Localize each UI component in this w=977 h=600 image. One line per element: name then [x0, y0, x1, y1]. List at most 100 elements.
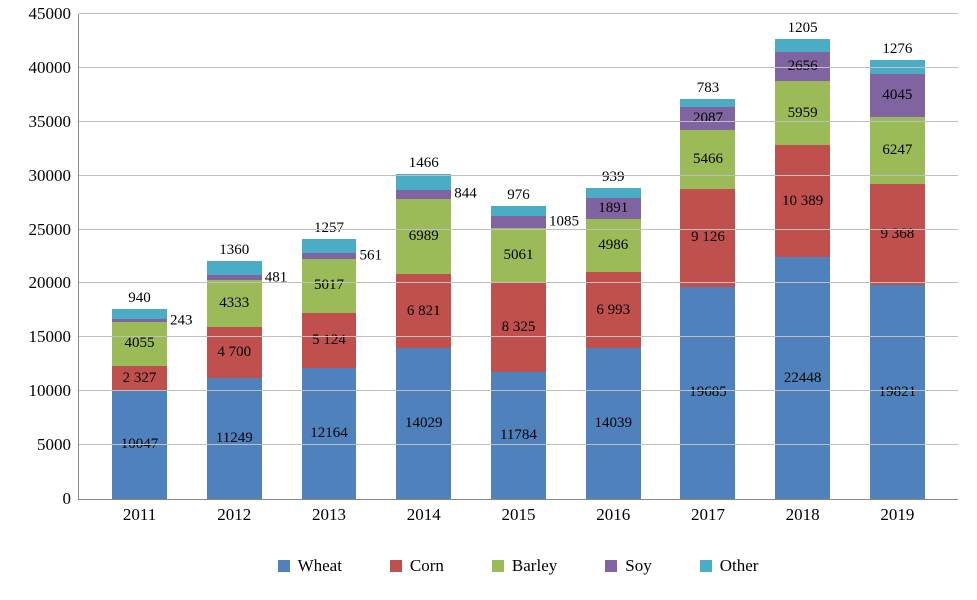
bar-segment-barley: 5017 [302, 259, 357, 313]
stacked-bar-chart: 100472 32740552439402011112494 700433348… [0, 0, 977, 600]
bar-segment-label: 14039 [594, 415, 632, 432]
bar-segment-label: 939 [602, 169, 625, 188]
bar: 2244810 389595926561205 [775, 39, 830, 499]
bar-segment-corn: 5 124 [302, 313, 357, 368]
y-tick-label: 15000 [29, 327, 80, 347]
y-tick-label: 45000 [29, 4, 80, 24]
bar-segment-label: 4055 [125, 335, 155, 352]
bar-slot: 121645 124501756112572013 [282, 14, 377, 499]
bar-segment-label: 11784 [500, 427, 537, 444]
bar-segment-label: 5061 [503, 247, 533, 264]
bar-segment-label: 6 993 [596, 302, 630, 319]
x-tick-label: 2013 [312, 499, 346, 525]
bar-segment-other: 1360 [207, 261, 262, 276]
bar-segment-other: 940 [112, 309, 167, 319]
y-tick-label: 35000 [29, 112, 80, 132]
legend-label: Corn [410, 556, 444, 576]
y-tick-label: 25000 [29, 220, 80, 240]
bar-slot: 112494 700433348113602012 [187, 14, 282, 499]
bar-segment-label: 1891 [598, 200, 628, 217]
bar-segment-other: 1205 [775, 39, 830, 52]
bar-segment-corn: 10 389 [775, 145, 830, 257]
bar-segment-barley: 4055 [112, 322, 167, 366]
gridline [79, 444, 958, 445]
bar-segment-soy: 4045 [870, 74, 925, 118]
bar-segment-label: 5017 [314, 277, 344, 294]
bar-segment-label: 5466 [693, 151, 723, 168]
y-tick-label: 40000 [29, 58, 80, 78]
bar-segment-label: 940 [128, 290, 151, 309]
bar-segment-label: 1276 [882, 41, 912, 60]
x-tick-label: 2011 [123, 499, 156, 525]
bar-segment-barley: 4333 [207, 280, 262, 327]
bar-segment-wheat: 19685 [680, 287, 735, 499]
bar-segment-label: 1205 [788, 20, 818, 39]
x-tick-label: 2018 [786, 499, 820, 525]
bar-slot: 117848 325506110859762015 [471, 14, 566, 499]
bar-segment-label: 5 124 [312, 332, 346, 349]
bar-segment-other: 1466 [396, 174, 451, 190]
bar: 121645 12450175611257 [302, 239, 357, 499]
bar-segment-label: 19685 [689, 384, 727, 401]
bar-segment-barley: 5466 [680, 130, 735, 189]
y-tick-label: 5000 [37, 435, 79, 455]
legend-label: Other [720, 556, 759, 576]
bar-segment-label: 976 [507, 187, 530, 206]
bar-slot: 140396 993498618919392016 [566, 14, 661, 499]
legend-swatch [390, 560, 402, 572]
bar-segment-wheat: 19821 [870, 285, 925, 499]
bar-segment-wheat: 11249 [207, 378, 262, 499]
bar: 112494 70043334811360 [207, 261, 262, 499]
bar-segment-label: 2087 [693, 110, 723, 127]
gridline [79, 336, 958, 337]
x-tick-label: 2019 [880, 499, 914, 525]
legend-swatch [605, 560, 617, 572]
bar-segment-label: 4045 [882, 87, 912, 104]
bars-container: 100472 32740552439402011112494 700433348… [79, 14, 958, 499]
bar-slot: 100472 32740552439402011 [92, 14, 187, 499]
bar-segment-soy: 561 [302, 253, 357, 259]
gridline [79, 67, 958, 68]
bar: 140396 99349861891939 [586, 188, 641, 499]
y-tick-label: 20000 [29, 273, 80, 293]
gridline [79, 282, 958, 283]
y-tick-label: 0 [63, 489, 80, 509]
bar-segment-soy: 1085 [491, 216, 546, 228]
bar-segment-label: 8 325 [502, 319, 536, 336]
legend-swatch [492, 560, 504, 572]
bar-segment-corn: 8 325 [491, 282, 546, 372]
bar-segment-corn: 9 126 [680, 189, 735, 287]
legend-item-soy: Soy [605, 556, 651, 576]
x-tick-label: 2012 [217, 499, 251, 525]
bar-segment-soy: 243 [112, 319, 167, 322]
y-tick-label: 10000 [29, 381, 80, 401]
bar-segment-label: 1360 [219, 242, 249, 261]
legend-item-other: Other [700, 556, 759, 576]
bar-segment-label: 22448 [784, 370, 822, 387]
bar-segment-label: 14029 [405, 415, 443, 432]
gridline [79, 229, 958, 230]
bar-segment-other: 783 [680, 99, 735, 107]
bar-segment-barley: 6989 [396, 199, 451, 274]
bar-segment-label: 783 [697, 80, 720, 99]
bar-segment-wheat: 12164 [302, 368, 357, 499]
legend-label: Barley [512, 556, 557, 576]
bar: 100472 3274055243940 [112, 309, 167, 499]
legend-label: Wheat [298, 556, 342, 576]
gridline [79, 121, 958, 122]
legend-swatch [700, 560, 712, 572]
x-tick-label: 2017 [691, 499, 725, 525]
legend-swatch [278, 560, 290, 572]
gridline [79, 13, 958, 14]
bar-slot: 2244810 3895959265612052018 [755, 14, 850, 499]
bar: 11784 8 325 5061 1085976 [491, 206, 546, 499]
x-tick-label: 2016 [596, 499, 630, 525]
bar-segment-other: 976 [491, 206, 546, 217]
bar-segment-wheat: 22448 [775, 257, 830, 499]
legend-item-corn: Corn [390, 556, 444, 576]
bar-slot: 198219 3686247404512762019 [850, 14, 945, 499]
bar-segment-label: 4 700 [217, 344, 251, 361]
legend-item-wheat: Wheat [278, 556, 342, 576]
bar-slot: 140296 821698984414662014 [376, 14, 471, 499]
bar-segment-label: 4986 [598, 237, 628, 254]
